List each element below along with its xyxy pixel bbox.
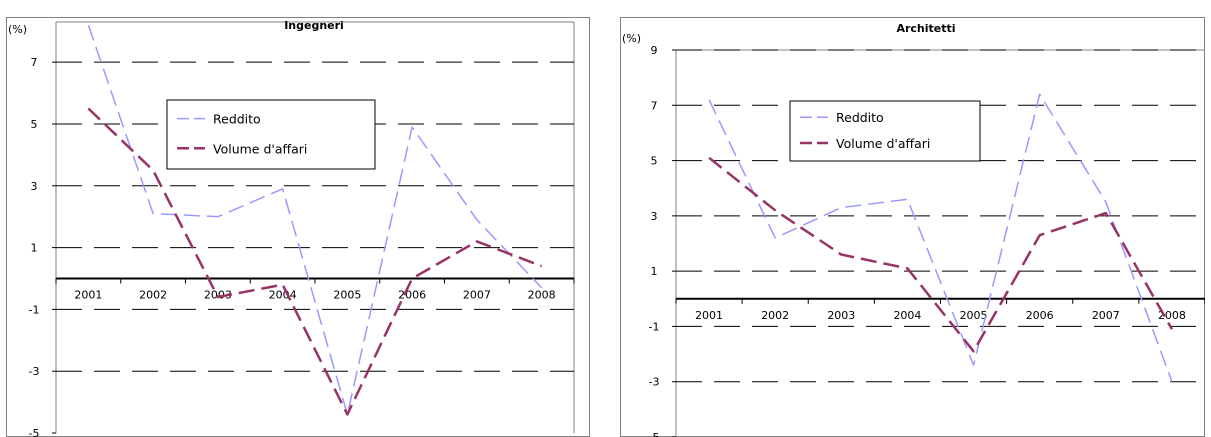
y-tick-label: 5: [31, 118, 38, 131]
series-line-volume-affari: [87, 107, 543, 416]
y-tick-label: 3: [31, 180, 38, 193]
y-tick-label: -3: [29, 365, 40, 378]
y-tick-label: 3: [651, 210, 658, 223]
x-tick-label: 2007: [463, 288, 491, 301]
series-line-reddito: [87, 24, 543, 416]
y-tick-label: 1: [651, 265, 658, 278]
legend-label: Reddito: [836, 110, 884, 125]
x-tick-label: 2008: [528, 288, 556, 301]
series-line-volume-affari: [708, 156, 1174, 353]
y-unit-label: (%): [8, 23, 27, 36]
x-tick-label: 2004: [269, 288, 297, 301]
y-unit-label: (%): [622, 32, 641, 45]
x-tick-label: 2003: [204, 288, 232, 301]
chart-frame: [6, 17, 590, 437]
x-tick-label: 2005: [960, 309, 988, 322]
x-tick-label: 2006: [1026, 309, 1054, 322]
y-tick-label: 7: [651, 99, 658, 112]
x-tick-label: 2007: [1092, 309, 1120, 322]
chart-ingegneri-svg: 7 5 3 1 -1 -3 -5 2001 2002 2003 2004 2005 2006 2007 20…: [6, 17, 590, 437]
y-tick-label: -5: [649, 431, 660, 437]
x-tick-label: 2008: [1158, 309, 1186, 322]
legend-box: [166, 99, 376, 170]
x-tick-label: 2002: [139, 288, 167, 301]
chart-ingegneri: 7 5 3 1 -1 -3 -5 2001 2002 2003 2004 2005 2006 2007 20…: [6, 17, 590, 437]
x-tick-label: 2001: [74, 288, 102, 301]
chart-architetti-svg: 9 7 5 3 1 -1 -3 -5 2001 2002 2003 2004 2005 2006 2007 2…: [620, 17, 1205, 437]
x-tick-label: 2004: [893, 309, 921, 322]
y-tick-label: -1: [29, 303, 40, 316]
x-tick-label: 2006: [398, 288, 426, 301]
y-tick-label: 1: [31, 242, 38, 255]
legend-label: Reddito: [213, 112, 261, 127]
chart-title: Ingegneri: [284, 19, 344, 32]
legend-label: Volume d'affari: [213, 141, 307, 156]
chart-frame: [620, 17, 1205, 437]
series-line-reddito: [708, 93, 1173, 382]
y-tick-label: 5: [651, 155, 658, 168]
x-tick-label: 2001: [695, 309, 723, 322]
y-tick-label: 7: [31, 56, 38, 69]
y-tick-label: -5: [29, 427, 40, 437]
x-tick-label: 2003: [827, 309, 855, 322]
legend-label: Volume d'affari: [836, 136, 930, 151]
y-tick-label: -1: [649, 320, 660, 333]
chart-title: Architetti: [896, 22, 955, 35]
y-tick-label: 9: [651, 44, 658, 57]
x-tick-label: 2002: [761, 309, 789, 322]
chart-architetti: 9 7 5 3 1 -1 -3 -5 2001 2002 2003 2004 2005 2006 2007 2…: [620, 17, 1205, 437]
legend-box: [789, 100, 981, 162]
y-tick-label: -3: [649, 376, 660, 389]
x-tick-label: 2005: [333, 288, 361, 301]
